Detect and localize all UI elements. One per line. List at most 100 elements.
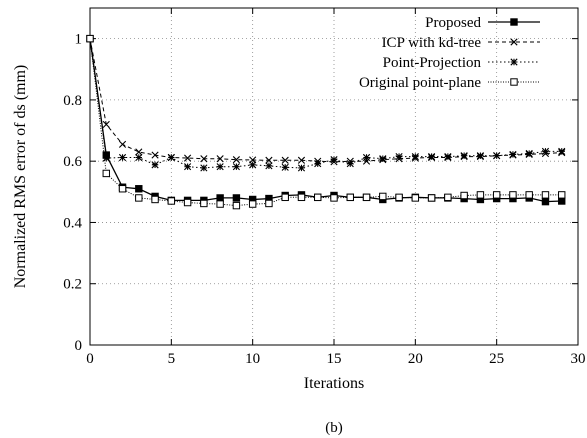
data-point (314, 160, 322, 168)
y-tick-label: 0.2 (63, 277, 82, 293)
data-point (200, 164, 208, 172)
data-point (281, 193, 289, 202)
data-point (232, 156, 240, 164)
series-1 (86, 34, 566, 206)
legend-label: Point-Projection (383, 55, 482, 71)
data-point (379, 155, 387, 163)
data-point (558, 197, 566, 205)
legend: Proposed ICP with kd-tree Point-Projection… (359, 15, 540, 91)
data-point (297, 164, 306, 172)
data-point (265, 156, 273, 164)
x-tick-label: 20 (408, 351, 423, 367)
data-point (200, 199, 208, 208)
data-point (167, 197, 176, 205)
data-point (135, 194, 143, 202)
series-line (89, 38, 562, 207)
data-point (265, 162, 273, 170)
data-point (232, 163, 240, 171)
data-point (118, 185, 127, 193)
data-point (151, 151, 159, 159)
data-point (297, 193, 306, 202)
data-point (330, 194, 338, 202)
data-point (362, 193, 371, 202)
data-point (118, 140, 127, 148)
data-point (541, 197, 550, 206)
data-point (460, 152, 468, 160)
data-point (232, 201, 241, 210)
x-tick-label: 5 (168, 351, 176, 367)
legend-entry: Point-Projection (383, 55, 540, 71)
data-point (135, 153, 143, 162)
data-point (86, 34, 94, 43)
legend-label: Original point-plane (359, 75, 481, 91)
x-tick-label: 0 (86, 351, 94, 367)
legend-marker (510, 38, 518, 46)
y-tick-label: 0.4 (63, 215, 82, 231)
legend-marker (510, 78, 518, 86)
series-4 (86, 34, 566, 210)
data-point (281, 163, 289, 171)
data-point (281, 156, 289, 164)
data-point (151, 161, 159, 169)
data-point (216, 200, 224, 208)
figure-caption: (b) (325, 420, 343, 436)
data-point (216, 194, 224, 202)
data-point (428, 152, 436, 161)
data-point (476, 152, 484, 160)
series-line (89, 38, 562, 203)
data-point (541, 191, 550, 199)
x-tick-label: 25 (489, 351, 504, 367)
data-point (476, 191, 485, 199)
legend-entry: Proposed (425, 15, 540, 31)
x-tick-label: 10 (245, 351, 260, 367)
data-point (232, 194, 241, 202)
data-point (135, 148, 143, 156)
data-point (297, 156, 306, 164)
data-point (346, 160, 354, 168)
data-point (200, 155, 208, 163)
data-point (558, 191, 566, 199)
data-point (444, 152, 452, 161)
x-tick-label: 15 (327, 351, 342, 367)
y-tick-label: 1 (75, 32, 83, 48)
data-point (183, 198, 192, 207)
data-point (135, 185, 143, 193)
data-point (151, 195, 159, 204)
axis-ticks: 0 5 10 15 20 25 30 0 0.2 0.4 0.6 0.8 1 (63, 8, 586, 367)
data-point (184, 163, 192, 171)
data-point (265, 199, 273, 208)
data-point (249, 161, 257, 169)
data-point (525, 149, 533, 158)
y-tick-label: 0.6 (63, 154, 82, 170)
data-point (167, 153, 175, 162)
y-tick-label: 0.8 (63, 93, 82, 109)
data-point (216, 155, 224, 163)
data-point (493, 152, 501, 160)
legend-marker (510, 18, 518, 26)
series-3 (86, 35, 566, 172)
data-point (395, 193, 403, 202)
y-tick-label: 0 (75, 338, 83, 354)
grid (90, 8, 578, 345)
data-point (509, 191, 517, 199)
data-point (314, 193, 322, 202)
data-point (102, 169, 110, 178)
series-line (89, 38, 562, 169)
data-point (330, 156, 338, 164)
x-axis-label: Iterations (304, 375, 364, 392)
data-point (541, 147, 550, 155)
data-point (118, 153, 127, 162)
legend-entry: ICP with kd-tree (382, 35, 540, 51)
x-tick-label: 30 (571, 351, 586, 367)
series-layer (86, 34, 566, 210)
data-point (525, 191, 533, 199)
data-point (427, 194, 436, 202)
data-point (444, 193, 452, 202)
legend-label: ICP with kd-tree (382, 35, 482, 51)
legend-entry: Original point-plane (359, 75, 540, 91)
data-point (460, 191, 468, 200)
data-point (492, 191, 501, 199)
y-axis-label: Normalized RMS error of ds (mm) (12, 65, 29, 289)
